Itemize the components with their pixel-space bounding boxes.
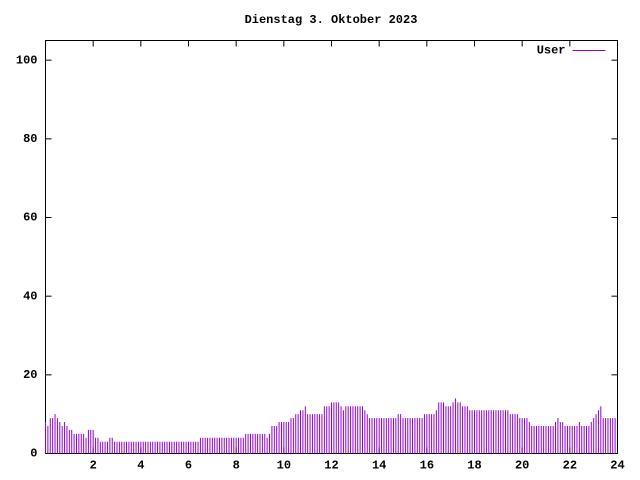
x-tick-label: 20 [515, 459, 529, 473]
x-tick-label: 16 [420, 459, 434, 473]
y-tick-label: 60 [23, 211, 37, 225]
y-tick-label: 40 [23, 289, 37, 303]
x-tick-label: 10 [277, 459, 291, 473]
legend-label: User [537, 44, 566, 58]
x-tick-label: 2 [90, 459, 97, 473]
x-tick-label: 14 [372, 459, 386, 473]
x-tick-label: 8 [233, 459, 240, 473]
y-tick-label: 100 [16, 53, 38, 67]
chart-title: Dienstag 3. Oktober 2023 [245, 13, 418, 27]
x-tick-label: 4 [137, 459, 144, 473]
x-tick-label: 24 [610, 459, 624, 473]
x-tick-label: 18 [467, 459, 481, 473]
x-tick-label: 12 [324, 459, 338, 473]
y-tick-label: 20 [23, 368, 37, 382]
plot-frame [45, 40, 618, 454]
x-tick-label: 6 [185, 459, 192, 473]
y-tick-label: 0 [30, 447, 37, 461]
y-tick-label: 80 [23, 132, 37, 146]
x-tick-label: 22 [563, 459, 577, 473]
